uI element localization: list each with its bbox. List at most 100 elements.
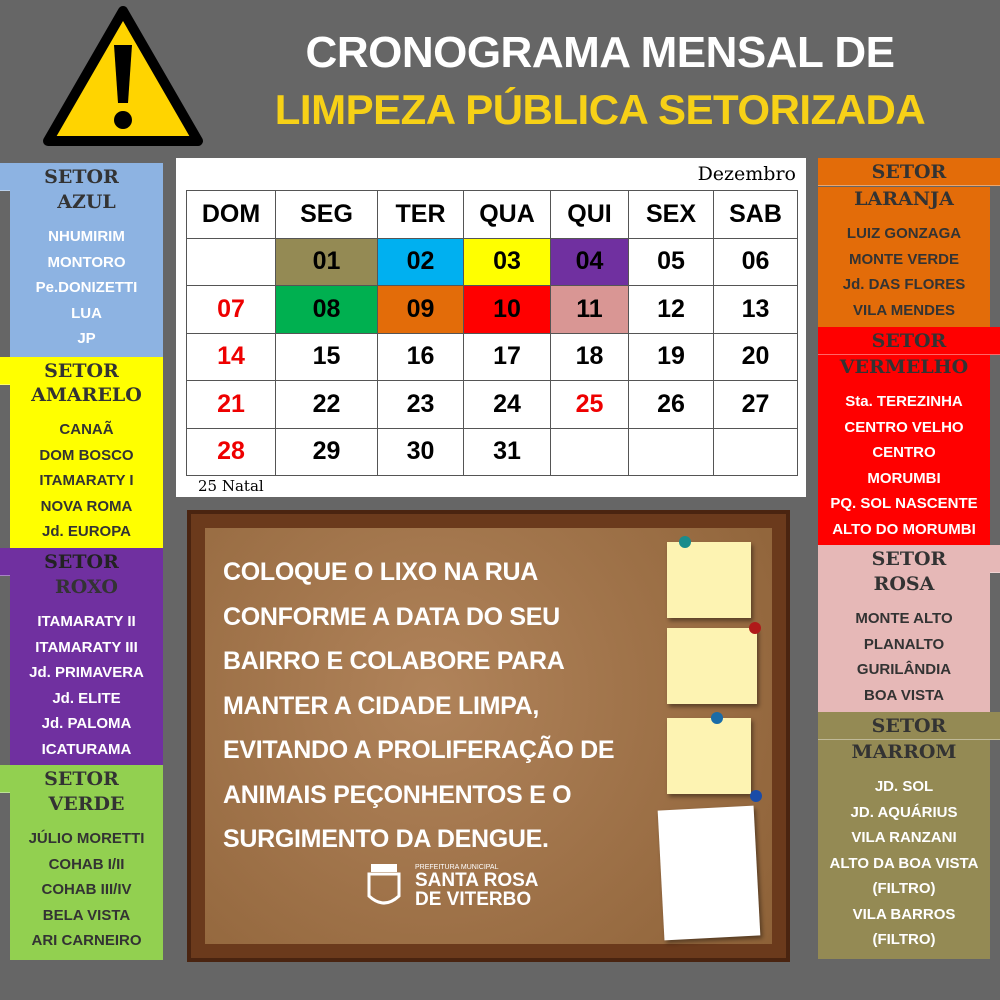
- message-line: COLOQUE O LIXO NA RUA: [223, 558, 539, 586]
- neighborhood: PLANALTO: [863, 635, 945, 653]
- sector-name: ROXO: [55, 576, 118, 598]
- calendar-day: 28: [186, 427, 276, 476]
- title-line1: CRONOGRAMA MENSAL DE: [305, 28, 895, 77]
- sector-header: SETOR: [818, 545, 1000, 573]
- neighborhood: Jd. PRIMAVERA: [29, 664, 144, 681]
- sector-amarelo: AMARELO CANAÃ DOM BOSCO ITAMARATY I NOVA ROM…: [10, 383, 163, 551]
- message-line: CONFORME A DATA DO SEU: [223, 602, 560, 631]
- calendar: Dezembro DOM SEG TER QUA QUI SEX SAB 01 02 03 04 05…: [176, 158, 806, 497]
- cork-surface: COLOQUE O LIXO NA RUA CONFORME A DATA DO …: [205, 528, 772, 944]
- calendar-day: 13: [713, 285, 798, 334]
- calendar-day: 27: [713, 380, 798, 429]
- sector-roxo: ROXO ITAMARATY II ITAMARATY III Jd. PRIMAVE…: [10, 575, 163, 768]
- neighborhood: ARI CARNEIRO: [31, 932, 142, 949]
- sector-name: VERMELHO: [839, 356, 969, 378]
- calendar-day: 31: [463, 427, 551, 476]
- neighborhood: LUIZ GONZAGA: [846, 225, 962, 242]
- neighborhood: Jd. ELITE: [52, 689, 121, 707]
- pin-icon: [711, 712, 723, 724]
- calendar-day: 22: [275, 380, 378, 429]
- calendar-day: 14: [186, 332, 276, 381]
- neighborhood: MONTE VERDE: [848, 250, 959, 268]
- calendar-day: 21: [186, 380, 276, 429]
- neighborhood: Jd. PALOMA: [41, 715, 132, 732]
- neighborhood: CENTRO VELHO: [844, 418, 964, 436]
- neighborhood: VILA RANZANI: [851, 829, 957, 846]
- neighborhood: ICATURAMA: [41, 740, 132, 758]
- neighborhood: JD. SOL: [874, 778, 934, 795]
- neighborhood: ITAMARATY II: [37, 613, 136, 630]
- neighborhood: PQ. SOL NASCENTE: [830, 495, 978, 512]
- calendar-day: [628, 427, 714, 476]
- calendar-day: 05: [628, 237, 714, 286]
- neighborhood: JP: [77, 330, 96, 347]
- message-line: MANTER A CIDADE LIMPA,: [223, 691, 540, 720]
- day-header: SAB: [713, 190, 798, 239]
- neighborhood: GURILÂNDIA: [856, 661, 952, 678]
- notebook-page: [657, 805, 761, 941]
- calendar-day: 15: [275, 332, 378, 381]
- coat-of-arms-icon: [367, 864, 401, 905]
- sector-name: LARANJA: [854, 188, 954, 210]
- calendar-day: 10: [463, 285, 551, 334]
- calendar-note: 25 Natal: [198, 477, 264, 495]
- sector-header: SETOR: [818, 327, 1000, 355]
- logo-small-text: PREFEITURA MUNICIPAL: [415, 863, 499, 871]
- calendar-day: 20: [713, 332, 798, 381]
- sector-laranja: LARANJA LUIZ GONZAGA MONTE VERDE Jd. DAS FL…: [818, 187, 990, 329]
- neighborhood: VILA MENDES: [853, 301, 955, 319]
- calendar-day: 17: [463, 332, 551, 381]
- day-header: DOM: [186, 190, 276, 239]
- day-header: QUA: [463, 190, 551, 239]
- calendar-month: Dezembro: [697, 163, 796, 185]
- pin-icon: [679, 536, 691, 548]
- neighborhood: VILA BARROS: [852, 905, 956, 923]
- neighborhood: ITAMARATY III: [35, 638, 138, 656]
- message-line: SURGIMENTO DA DENGUE.: [223, 825, 549, 853]
- sector-name: AZUL: [57, 191, 116, 213]
- day-header: SEX: [628, 190, 714, 239]
- neighborhood: BOA VISTA: [863, 686, 944, 704]
- neighborhood: (FILTRO): [872, 931, 936, 948]
- sector-name: ROSA: [873, 573, 935, 595]
- sector-header: SETOR: [0, 357, 163, 385]
- sector-header: SETOR: [818, 712, 1000, 740]
- title-line2: LIMPEZA PÚBLICA SETORIZADA: [274, 86, 926, 133]
- calendar-day: 23: [377, 380, 464, 429]
- neighborhood: ALTO DO MORUMBI: [832, 520, 976, 538]
- message-line: ANIMAIS PEÇONHENTOS E O: [223, 780, 572, 809]
- board-message: COLOQUE O LIXO NA RUA CONFORME A DATA DO …: [223, 550, 663, 862]
- sector-marrom: MARROM JD. SOL JD. AQUÁRIUS VILA RANZANI ALT…: [818, 740, 990, 959]
- warning-icon: [43, 6, 203, 146]
- calendar-day: 04: [550, 237, 629, 286]
- calendar-day: 03: [463, 237, 551, 286]
- calendar-day: 08: [275, 285, 378, 334]
- calendar-day: 06: [713, 237, 798, 286]
- calendar-day: 11: [550, 285, 629, 334]
- sector-vermelho: VERMELHO Sta. TEREZINHA CENTRO VELHO CENTRO…: [818, 355, 990, 548]
- calendar-day: 12: [628, 285, 714, 334]
- neighborhood: MONTORO: [47, 253, 126, 271]
- sector-azul: AZUL NHUMIRIM MONTORO Pe.DONIZETTI LUA JP: [10, 190, 163, 358]
- message-line: EVITANDO A PROLIFERAÇÃO DE: [223, 736, 615, 764]
- calendar-grid: DOM SEG TER QUA QUI SEX SAB 01 02 03 04 05 06 07 08 09 1…: [186, 190, 798, 476]
- neighborhood: ITAMARATY I: [39, 472, 134, 489]
- calendar-day: 09: [377, 285, 464, 334]
- sector-header: SETOR: [0, 548, 163, 576]
- sector-header: SETOR: [818, 158, 1000, 186]
- sector-name: AMARELO: [31, 384, 142, 406]
- neighborhood: DOM BOSCO: [39, 446, 134, 464]
- neighborhood: Jd. EUROPA: [42, 523, 131, 540]
- neighborhood: BELA VISTA: [42, 906, 131, 924]
- neighborhood: (FILTRO): [872, 880, 936, 897]
- sector-rosa: ROSA MONTE ALTO PLANALTO GURILÂNDIA BOA VIST…: [818, 572, 990, 714]
- neighborhood: JÚLIO MORETTI: [28, 830, 145, 847]
- neighborhood: ALTO DA BOA VISTA: [829, 854, 979, 872]
- day-header: SEG: [275, 190, 378, 239]
- neighborhood: CANAÃ: [59, 421, 114, 438]
- pin-icon: [750, 790, 762, 802]
- neighborhood: JD. AQUÁRIUS: [850, 803, 958, 821]
- calendar-day: 19: [628, 332, 714, 381]
- calendar-day: [713, 427, 798, 476]
- calendar-day: 01: [275, 237, 378, 286]
